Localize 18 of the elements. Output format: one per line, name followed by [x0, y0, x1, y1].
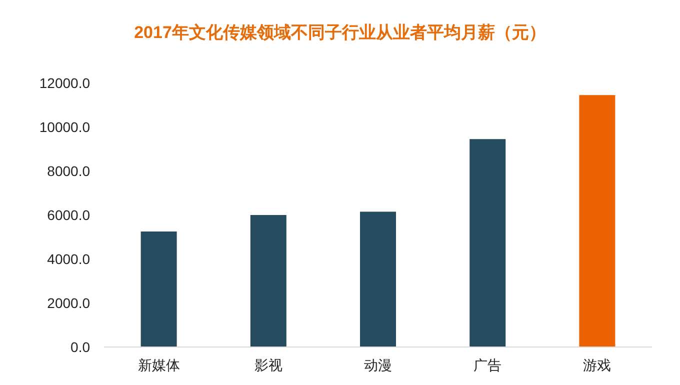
x-tick-label: 影视: [254, 357, 282, 373]
bar: [470, 139, 506, 347]
chart-title: 2017年文化传媒领域不同子行业从业者平均月薪（元）: [134, 23, 546, 42]
bar: [140, 232, 177, 347]
y-tick-label: 0.0: [70, 339, 90, 355]
x-tick-label: 动漫: [364, 357, 392, 373]
y-tick-label: 2000.0: [47, 295, 90, 311]
x-tick-label: 广告: [474, 357, 502, 373]
y-tick-label: 6000.0: [47, 207, 90, 223]
y-tick-label: 10000.0: [39, 119, 90, 135]
y-tick-label: 8000.0: [47, 163, 90, 179]
x-tick-label: 游戏: [583, 357, 612, 373]
y-tick-label: 12000.0: [39, 75, 90, 91]
bar: [250, 215, 286, 347]
bar: [360, 212, 396, 347]
bar: [579, 95, 616, 347]
x-tick-label: 新媒体: [138, 357, 180, 373]
y-tick-label: 4000.0: [47, 251, 90, 267]
